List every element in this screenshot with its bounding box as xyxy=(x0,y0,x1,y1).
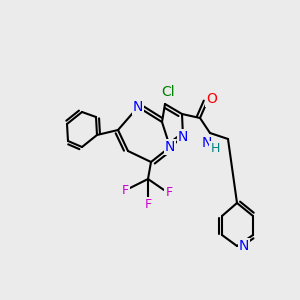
Text: N: N xyxy=(165,140,175,154)
Text: N: N xyxy=(178,130,188,144)
Text: Cl: Cl xyxy=(161,85,175,99)
Text: F: F xyxy=(122,184,129,197)
Text: N: N xyxy=(133,100,143,114)
Text: N: N xyxy=(202,136,212,150)
Text: N: N xyxy=(239,239,249,253)
Text: O: O xyxy=(207,92,218,106)
Text: H: H xyxy=(210,142,220,155)
Text: F: F xyxy=(165,187,172,200)
Text: F: F xyxy=(144,199,152,212)
